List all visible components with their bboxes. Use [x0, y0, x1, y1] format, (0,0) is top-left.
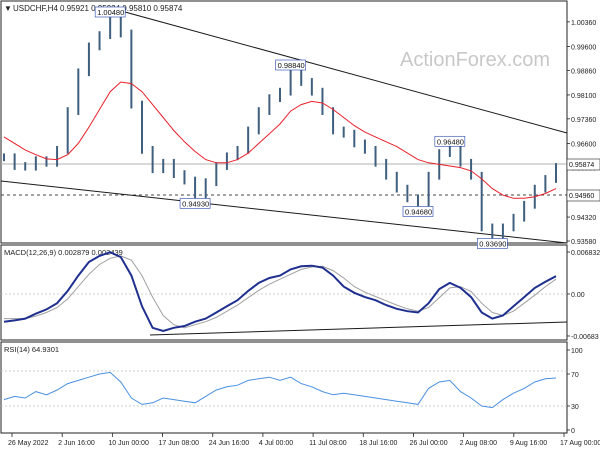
rsi-panel [0, 341, 568, 434]
price-tick-label: 0.96600 [571, 141, 596, 148]
current-price-marker-bg [566, 158, 600, 171]
price-tick-label: 0.99600 [571, 44, 596, 51]
annotation-box [477, 238, 508, 249]
time-tick-label: 24 Jun 16:00 [209, 440, 250, 447]
support-marker-bg [566, 189, 600, 202]
rsi-line [3, 371, 557, 409]
annotation-box [179, 198, 211, 209]
macd-axis: 0.006832 0.00 -0.00683 [567, 250, 600, 341]
rsi-tick-label: 100 [571, 348, 583, 355]
watermark: ActionForex.com [400, 49, 550, 71]
header-triangle: ▼ [4, 4, 12, 13]
price-axis: 1.00360 0.99600 0.98860 0.98100 0.97360 0.966… [567, 20, 596, 246]
annotation-box [402, 206, 434, 217]
support-marker: 0.94960 [569, 193, 594, 200]
annotation-box [275, 59, 306, 71]
symbol-info: USDCHF,H4 [13, 4, 58, 13]
time-tick-label: 26 May 2022 [8, 440, 49, 447]
time-tick-label: 9 Aug 16:00 [510, 440, 547, 447]
upper-trendline [124, 11, 568, 134]
rsi-title: RSI(14) 64.9301 [4, 345, 59, 354]
rsi-axis: 100 70 30 0 [567, 348, 583, 435]
price-tick-label: 0.94320 [571, 215, 596, 222]
annotation-label: 0.94930 [182, 199, 209, 208]
price-annotations: 1.00480 0.98840 0.96480 0.94930 0.94680 0.936… [94, 6, 508, 249]
macd-tick-label: 0.00 [571, 292, 585, 299]
annotation-box [434, 135, 466, 147]
price-tick-label: 0.93580 [571, 239, 596, 246]
time-tick-label: 18 Jul 16:00 [359, 440, 397, 447]
time-tick-label: 4 Jul 00:00 [259, 440, 293, 447]
annotation-label: 0.96480 [437, 137, 464, 146]
time-tick-label: 17 Aug 00:00 [560, 440, 600, 447]
price-tick-label: 0.97360 [571, 117, 596, 124]
price-tick-label: 1.00360 [571, 20, 596, 27]
macd-signal-line [4, 255, 557, 329]
annotation-label: 0.98840 [278, 61, 305, 70]
macd-panel [0, 244, 568, 341]
macd-title: MACD(12,26,9) 0.002879 0.002439 [4, 248, 123, 257]
lower-trendline [0, 180, 568, 244]
time-tick-label: 11 Jul 08:00 [309, 440, 347, 447]
macd-tick-label: -0.00683 [571, 334, 599, 341]
price-tick-label: 0.98860 [571, 68, 596, 75]
macd-trendline [149, 321, 568, 336]
annotation-label: 0.94680 [405, 207, 432, 216]
rsi-tick-label: 70 [571, 372, 579, 379]
annotation-label: 1.00480 [97, 8, 124, 17]
price-bars [3, 14, 557, 242]
time-tick-label: 2 Aug 08:00 [460, 440, 497, 447]
time-tick-label: 10 Jun 00:00 [108, 440, 149, 447]
annotation-box [94, 6, 126, 18]
moving-average-line [3, 81, 557, 199]
rsi-tick-label: 30 [571, 404, 579, 411]
current-price-marker: 0.95874 [569, 162, 594, 169]
price-tick-label: 0.98100 [571, 93, 596, 100]
time-tick-label: 17 Jun 08:00 [159, 440, 200, 447]
price-panel [0, 0, 568, 244]
macd-tick-label: 0.006832 [571, 250, 600, 257]
macd-line [3, 251, 557, 332]
rsi-tick-label: 0 [571, 428, 575, 435]
time-tick-label: 2 Jun 16:00 [58, 440, 95, 447]
time-axis: 26 May 2022 2 Jun 16:00 10 Jun 00:00 17 Jun… [8, 433, 600, 447]
annotation-label: 0.93690 [479, 239, 506, 248]
time-tick-label: 26 Jul 00:00 [409, 440, 447, 447]
